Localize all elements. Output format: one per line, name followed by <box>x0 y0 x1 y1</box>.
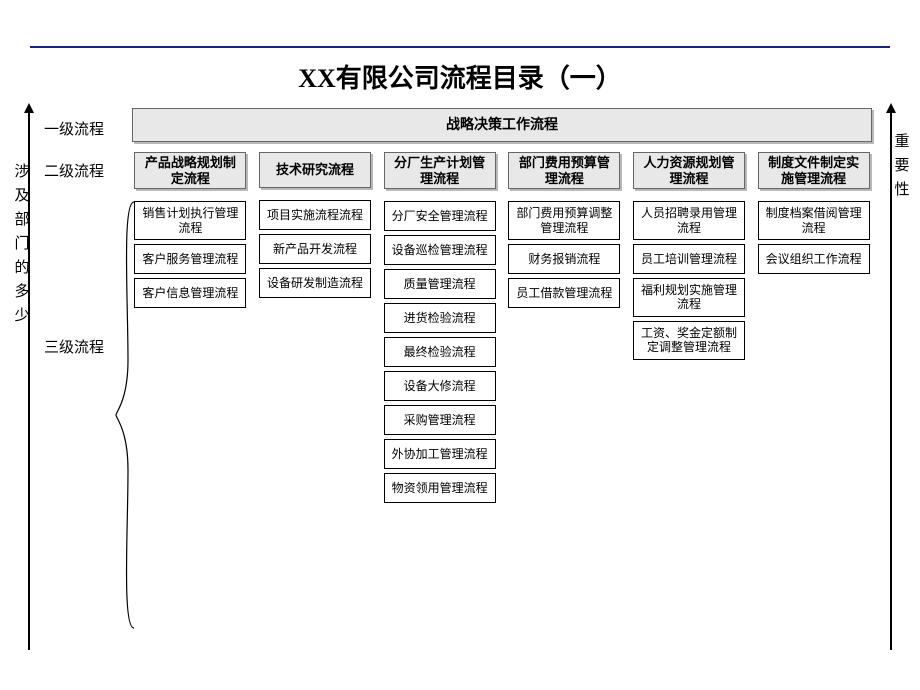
process-cell: 人员招聘录用管理流程 <box>633 201 745 240</box>
process-cell: 客户信息管理流程 <box>134 278 246 308</box>
process-cell: 员工借款管理流程 <box>508 278 620 308</box>
process-cell: 项目实施流程流程 <box>259 200 371 230</box>
column: 人力资源规划管理流程人员招聘录用管理流程员工培训管理流程福利规划实施管理流程工资… <box>631 152 748 507</box>
process-cell: 新产品开发流程 <box>259 234 371 264</box>
column-head: 部门费用预算管理流程 <box>508 152 620 189</box>
process-cell: 采购管理流程 <box>384 405 496 435</box>
process-cell: 财务报销流程 <box>508 244 620 274</box>
process-cell: 制度档案借阅管理流程 <box>758 201 870 240</box>
column: 制度文件制定实施管理流程制度档案借阅管理流程会议组织工作流程 <box>755 152 872 507</box>
process-cell: 设备巡检管理流程 <box>384 235 496 265</box>
level1-label: 一级流程 <box>44 118 104 139</box>
process-cell: 销售计划执行管理流程 <box>134 201 246 240</box>
axis-right-label: 重要性 <box>894 130 910 202</box>
process-cell: 设备大修流程 <box>384 371 496 401</box>
column-head: 技术研究流程 <box>259 152 371 188</box>
process-cell: 最终检验流程 <box>384 337 496 367</box>
process-cell: 会议组织工作流程 <box>758 244 870 274</box>
process-cell: 部门费用预算调整管理流程 <box>508 201 620 240</box>
column: 技术研究流程项目实施流程流程新产品开发流程设备研发制造流程 <box>257 152 374 507</box>
axis-right <box>890 105 892 650</box>
process-cell: 分厂安全管理流程 <box>384 201 496 231</box>
process-cell: 设备研发制造流程 <box>259 268 371 298</box>
process-cell: 员工培训管理流程 <box>633 244 745 274</box>
axis-left-label: 涉及部门的多少 <box>14 160 30 328</box>
column: 分厂生产计划管理流程分厂安全管理流程设备巡检管理流程质量管理流程进货检验流程最终… <box>381 152 498 507</box>
level2-label: 二级流程 <box>44 160 104 181</box>
process-cell: 福利规划实施管理流程 <box>633 278 745 317</box>
process-cell: 外协加工管理流程 <box>384 439 496 469</box>
process-cell: 客户服务管理流程 <box>134 244 246 274</box>
brace-icon <box>112 200 138 630</box>
process-cell: 物资领用管理流程 <box>384 473 496 503</box>
columns-container: 产品战略规划制定流程销售计划执行管理流程客户服务管理流程客户信息管理流程技术研究… <box>132 152 872 507</box>
process-cell: 进货检验流程 <box>384 303 496 333</box>
column-head: 分厂生产计划管理流程 <box>384 152 496 189</box>
level3-label: 三级流程 <box>44 336 104 357</box>
level1-box: 战略决策工作流程 <box>132 108 872 142</box>
process-cell: 质量管理流程 <box>384 269 496 299</box>
column: 部门费用预算管理流程部门费用预算调整管理流程财务报销流程员工借款管理流程 <box>506 152 623 507</box>
column-head: 制度文件制定实施管理流程 <box>758 152 870 189</box>
column-head: 产品战略规划制定流程 <box>134 152 246 189</box>
top-rule <box>30 46 890 48</box>
column-head: 人力资源规划管理流程 <box>633 152 745 189</box>
page-title: XX有限公司流程目录（一） <box>0 58 920 95</box>
process-cell: 工资、奖金定额制定调整管理流程 <box>633 321 745 360</box>
column: 产品战略规划制定流程销售计划执行管理流程客户服务管理流程客户信息管理流程 <box>132 152 249 507</box>
